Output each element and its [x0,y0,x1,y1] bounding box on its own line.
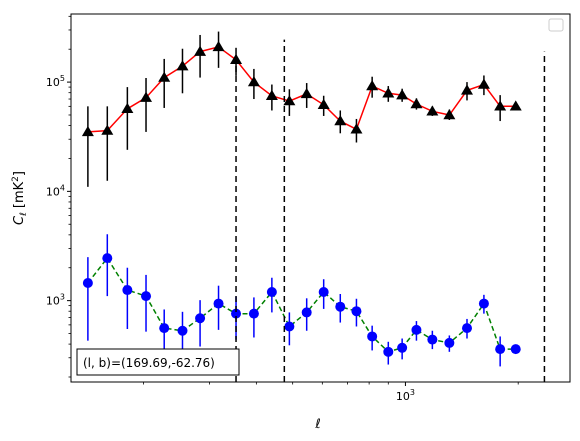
circle-marker [318,286,329,297]
circle-marker [248,308,259,319]
circle-marker [266,286,277,297]
circle-marker [444,337,455,348]
circle-marker [335,301,346,312]
triangle-marker [366,80,379,91]
triangle-marker [426,105,439,116]
triangle-marker [212,40,225,52]
triangle-marker [382,87,395,98]
axes-frame [70,13,571,383]
circle-marker [102,253,113,264]
x-tick-label: 103 [396,388,415,403]
circle-marker [284,321,295,332]
triangle-marker [460,84,473,95]
triangle-marker [121,102,134,113]
circle-marker [177,325,188,336]
y-tick-label: 105 [46,74,65,89]
legend-box [548,18,564,32]
circle-marker [159,323,170,334]
triangle-marker [140,91,153,102]
circle-marker [213,298,224,309]
circle-marker [510,344,521,355]
circle-marker [195,313,206,324]
triangle-marker [494,100,507,111]
circle-marker [301,307,312,318]
triangle-marker [158,71,171,82]
axis-ticks: 103 104 105 103 [46,15,519,403]
triangle-marker [283,95,296,106]
triangle-marker [350,123,363,134]
triangle-marker [176,60,189,71]
circle-marker [351,306,362,317]
annotation-box: (l, b)=(169.69,-62.76) [76,348,240,376]
triangle-marker [396,89,409,100]
circle-marker [122,285,133,296]
triangle-marker [300,87,313,99]
x-axis-label: ℓ [314,417,320,432]
triangle-marker [101,124,114,135]
triangle-marker [317,98,330,109]
triangle-marker [509,100,522,111]
annotation-text: (l, b)=(169.69,-62.76) [83,356,215,370]
circle-marker [383,346,394,357]
circle-marker [478,298,489,309]
circle-marker [411,324,422,335]
triangle-marker [194,45,207,56]
circle-marker [427,334,438,345]
triangle-marker [443,108,456,120]
circle-marker [231,308,242,319]
triangle-marker [477,78,490,89]
y-tick-label: 104 [46,183,65,198]
y-axis-label: Cℓ [mK2] [11,171,29,225]
triangle-marker [81,125,94,137]
triangle-marker [265,89,278,100]
circle-marker [82,277,93,288]
y-tick-label: 103 [46,293,65,308]
triangle-marker [410,98,423,109]
annotation-frame [76,348,240,376]
circle-marker [397,342,408,353]
circle-marker [141,291,152,302]
triangle-marker [334,115,347,126]
circle-marker [495,344,506,355]
circle-marker [461,323,472,334]
triangle-marker [247,76,260,87]
circle-marker [367,331,378,342]
